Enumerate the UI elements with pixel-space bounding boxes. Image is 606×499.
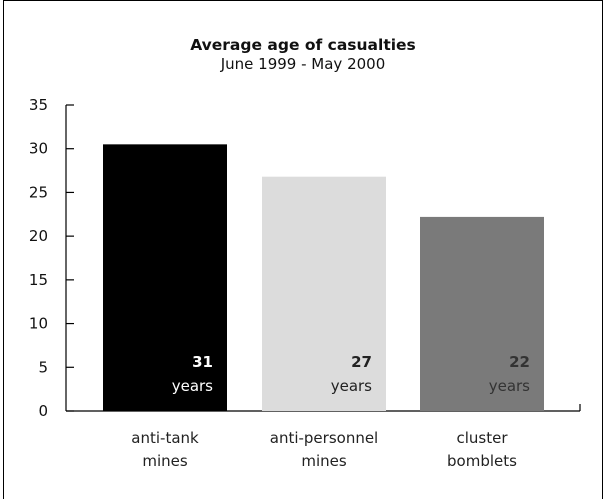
chart-subtitle: June 1999 - May 2000	[220, 55, 386, 73]
y-tick-label: 20	[29, 227, 48, 245]
chart-frame	[3, 0, 603, 499]
y-tick-label: 30	[29, 140, 48, 158]
bar-value-label: 22	[509, 353, 530, 371]
bar	[420, 216, 544, 411]
bar-value-label: 27	[351, 353, 372, 371]
bar	[262, 176, 386, 411]
category-label: anti-tank	[131, 429, 199, 447]
category-label: bomblets	[447, 452, 517, 470]
y-tick-label: 10	[29, 315, 48, 333]
category-label: mines	[142, 452, 188, 470]
bar-unit-label: years	[172, 377, 213, 395]
y-tick-label: 5	[38, 358, 48, 376]
bar-unit-label: years	[489, 377, 530, 395]
y-tick-label: 25	[29, 183, 48, 201]
bar-unit-label: years	[331, 377, 372, 395]
category-label: cluster	[456, 429, 508, 447]
y-tick-label: 0	[38, 402, 48, 420]
chart-title: Average age of casualties	[190, 36, 416, 54]
bar	[103, 144, 227, 412]
category-label: mines	[301, 452, 347, 470]
category-label: anti-personnel	[270, 429, 378, 447]
y-tick-label: 15	[29, 271, 48, 289]
y-tick-label: 35	[29, 96, 48, 114]
bar-value-label: 31	[192, 353, 213, 371]
